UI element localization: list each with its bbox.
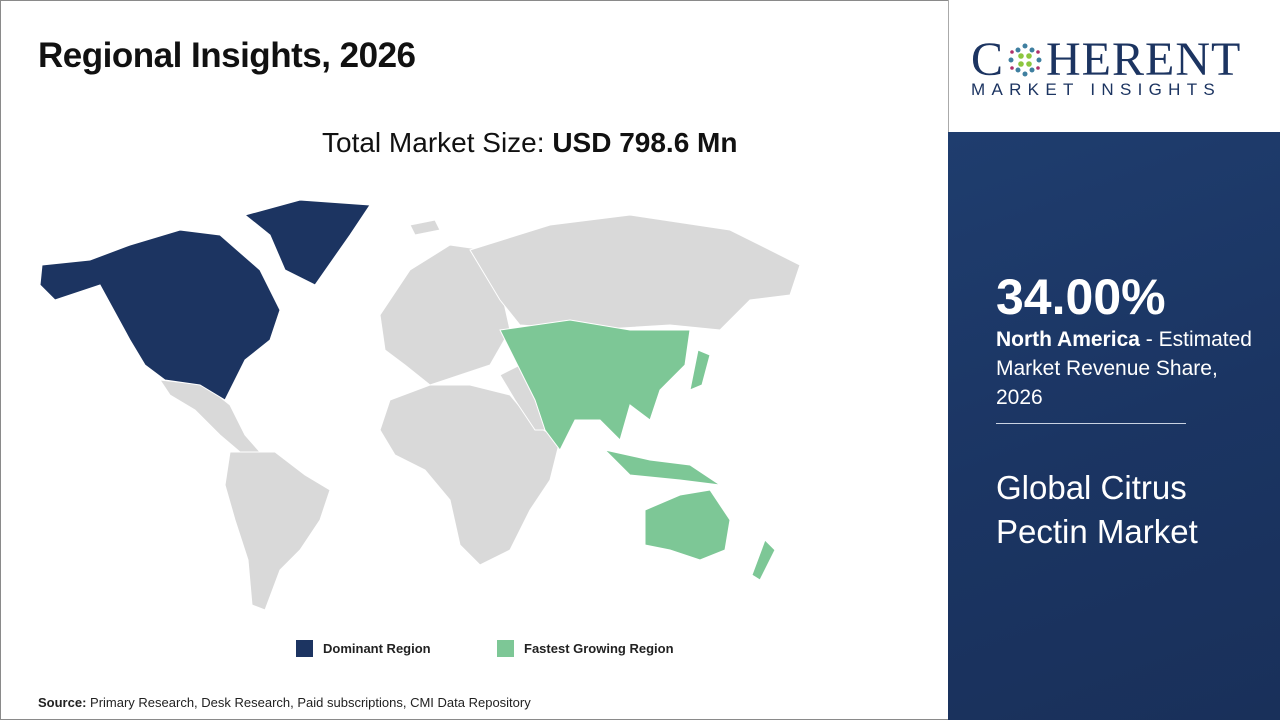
- total-value: USD 798.6 Mn: [552, 127, 738, 158]
- legend-dominant: Dominant Region: [296, 640, 431, 657]
- map-greenland: [243, 199, 371, 286]
- legend-label: Fastest Growing Region: [524, 641, 674, 656]
- share-percentage: 34.00%: [996, 269, 1166, 325]
- globe-dots-icon: [1008, 43, 1042, 76]
- legend-label: Dominant Region: [323, 641, 431, 656]
- map-asia-pacific: [499, 319, 691, 451]
- total-market-size: Total Market Size: USD 798.6 Mn: [322, 127, 737, 159]
- market-name: Global Citrus Pectin Market: [996, 469, 1198, 550]
- legend-fastest: Fastest Growing Region: [497, 640, 674, 657]
- legend-swatch-dominant: [296, 640, 313, 657]
- logo-wordmark: C HERENT: [971, 33, 1242, 86]
- map-north-america: [39, 229, 281, 401]
- source-label: Source:: [38, 695, 87, 710]
- map-africa: [379, 384, 561, 566]
- world-map: [39, 199, 801, 611]
- map-indonesia: [603, 449, 721, 486]
- legend-swatch-fastest: [497, 640, 514, 657]
- map-russia: [469, 214, 801, 331]
- map-japan: [689, 349, 711, 391]
- insight-panel: [948, 132, 1280, 720]
- share-region: North America: [996, 328, 1140, 351]
- map-iceland: [409, 219, 441, 236]
- source-note: Source: Primary Research, Desk Research,…: [38, 695, 531, 710]
- source-text: Primary Research, Desk Research, Paid su…: [86, 695, 531, 710]
- page-title: Regional Insights, 2026: [38, 36, 416, 75]
- total-label: Total Market Size:: [322, 127, 545, 158]
- map-south-america: [224, 451, 331, 611]
- share-description: North America - Estimated Market Revenue…: [996, 325, 1266, 412]
- logo: C HERENT MARKET INSIGHTS: [948, 0, 1280, 132]
- logo-subtitle: MARKET INSIGHTS: [971, 80, 1222, 99]
- divider: [996, 423, 1186, 424]
- map-new-zealand: [751, 539, 776, 581]
- map-australia: [644, 489, 731, 561]
- map-europe: [379, 244, 511, 386]
- share-text: - Estimated Market Revenue Share, 2026: [996, 328, 1252, 409]
